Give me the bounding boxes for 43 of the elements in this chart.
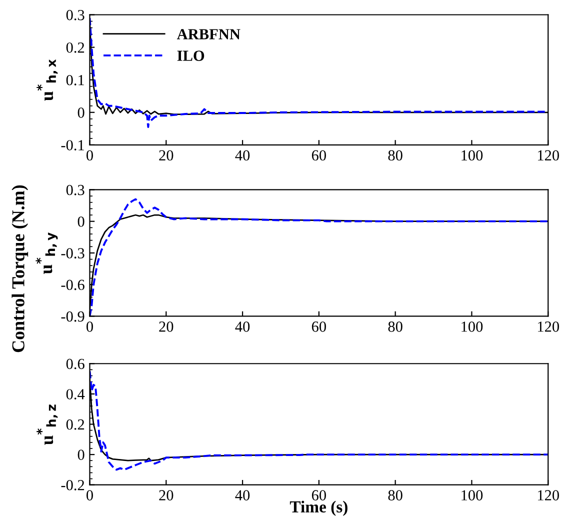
x-tick-label: 60 bbox=[312, 490, 326, 500]
x-tick-label: 0 bbox=[86, 322, 93, 332]
y-tick-label: 0.6 bbox=[66, 358, 84, 370]
y-axis-title: u$^{*}$$_{h,y}$ bbox=[36, 232, 58, 274]
y-axis-title: u$^{*}$$_{h,z}$ bbox=[36, 404, 58, 445]
x-tick-label: 20 bbox=[159, 490, 174, 500]
x-tick-label: 80 bbox=[388, 150, 402, 161]
x-tick-label: 40 bbox=[235, 150, 250, 161]
legend-label: ILO bbox=[177, 50, 204, 61]
legend-label: ARBFNN bbox=[176, 29, 240, 40]
y-tick-label: 0.4 bbox=[66, 389, 85, 400]
x-tick-label: 20 bbox=[159, 322, 174, 332]
x-tick-label: 60 bbox=[312, 322, 326, 332]
y-tick-label: 0 bbox=[78, 216, 84, 227]
y-tick-label: 0.3 bbox=[66, 10, 84, 20]
x-tick-label: 60 bbox=[312, 150, 326, 161]
x-tick-label: 0 bbox=[86, 490, 93, 500]
text: Control Torque (N.m) bbox=[12, 185, 28, 352]
x-tick-label: 100 bbox=[462, 490, 483, 500]
y-tick-label: -0.1 bbox=[61, 140, 84, 150]
x-tick-label: 100 bbox=[462, 322, 483, 332]
x-tick-label: 80 bbox=[388, 490, 402, 500]
x-tick-label: 0 bbox=[86, 150, 93, 161]
x-tick-label: 40 bbox=[235, 322, 250, 332]
y-tick-label: 0.3 bbox=[66, 184, 84, 196]
y-tick-label: -0.3 bbox=[61, 248, 84, 258]
x-tick-label: 120 bbox=[538, 490, 559, 500]
x-tick-label: 20 bbox=[159, 150, 174, 161]
y-tick-label: -0.6 bbox=[61, 280, 84, 290]
y-axis-title: u$^{*}$$_{h,x}$ bbox=[36, 59, 58, 101]
y-tick-label: 0 bbox=[78, 450, 84, 460]
x-tick-label: 120 bbox=[538, 322, 559, 332]
x-axis-title: Time (s) bbox=[290, 500, 348, 516]
x-tick-label: 120 bbox=[538, 150, 559, 161]
y-tick-label: 0.2 bbox=[66, 42, 84, 53]
x-tick-label: 80 bbox=[388, 322, 402, 332]
y-tick-label: 0 bbox=[78, 108, 84, 118]
y-tick-label: 0.2 bbox=[66, 419, 84, 430]
y-tick-label: 0.1 bbox=[66, 74, 84, 86]
y-tick-label: -0.9 bbox=[61, 311, 84, 322]
x-tick-label: 40 bbox=[235, 490, 250, 500]
x-tick-label: 100 bbox=[462, 150, 483, 161]
y-tick-label: -0.2 bbox=[61, 480, 84, 490]
